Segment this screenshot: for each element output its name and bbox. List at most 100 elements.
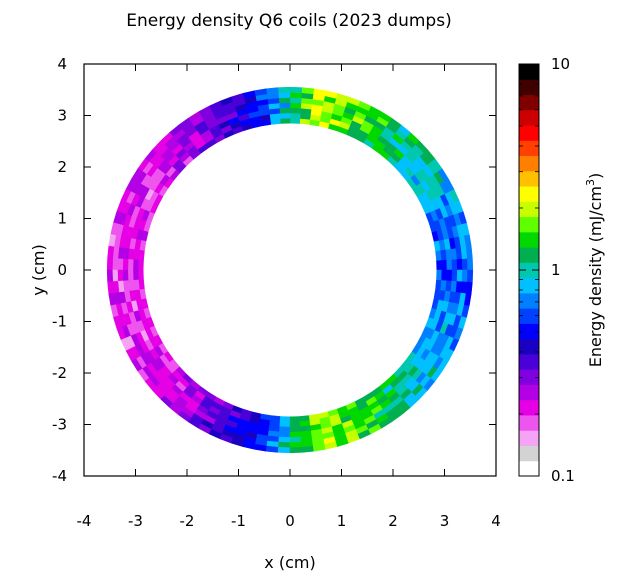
heatmap-cell xyxy=(289,436,302,443)
heatmap-cell xyxy=(289,97,302,104)
heatmap-cell xyxy=(451,269,458,282)
colorbar-segment xyxy=(519,125,539,141)
heatmap-cell xyxy=(289,431,302,438)
heatmap-cell xyxy=(289,117,301,124)
heatmap-cell xyxy=(279,416,291,423)
heatmap-cell xyxy=(278,436,291,443)
heatmap-cell xyxy=(279,107,291,114)
heatmap-cell xyxy=(277,86,291,93)
colorbar-label-end: ) xyxy=(586,173,605,179)
heatmap-cell xyxy=(122,269,129,282)
heatmap-cell xyxy=(127,259,134,271)
heatmap-cell xyxy=(137,269,144,281)
y-axis: -4 -3 -2 -1 0 1 2 3 4 xyxy=(52,55,496,485)
x-tick-label: 3 xyxy=(440,512,450,530)
heatmap-cell xyxy=(301,87,315,95)
colorbar-label-main: Energy density (mJ/cm xyxy=(586,186,605,367)
heatmap-cell xyxy=(456,258,463,271)
colorbar-label: Energy density (mJ/cm3) xyxy=(584,173,605,367)
heatmap-cell xyxy=(441,259,448,271)
colorbar-label-sup: 3 xyxy=(584,179,597,186)
chart-title: Energy density Q6 coils (2023 dumps) xyxy=(126,11,451,31)
heatmap-cell xyxy=(107,281,115,295)
colorbar-segment xyxy=(519,308,539,324)
heatmap-cell xyxy=(465,245,473,259)
colorbar-segment xyxy=(519,79,539,96)
heatmap-cell xyxy=(279,426,291,433)
heatmap-cell xyxy=(132,269,139,281)
heatmap-cell xyxy=(467,269,474,283)
heatmap-cell xyxy=(456,269,463,282)
colorbar-segment xyxy=(519,231,539,248)
colorbar-segment xyxy=(519,170,539,187)
heatmap-cell xyxy=(465,281,473,295)
y-tick-label: -1 xyxy=(52,313,67,331)
heatmap-cell xyxy=(289,447,303,454)
heatmap-cell xyxy=(461,258,468,271)
colorbar-tick-label: 10 xyxy=(551,55,570,73)
heatmap-cell xyxy=(467,257,474,271)
colorbar-ticks: 0.1 1 10 xyxy=(519,55,575,485)
y-tick-label: 0 xyxy=(57,261,67,279)
heatmap-cell xyxy=(289,112,301,119)
heatmap-cell xyxy=(117,258,124,271)
heatmap-cell xyxy=(106,269,113,283)
colorbar-segment xyxy=(519,94,539,111)
colorbar-segment xyxy=(519,64,539,80)
y-tick-label: -4 xyxy=(52,467,67,485)
colorbar-segment xyxy=(519,292,539,309)
heatmap-cell xyxy=(278,102,291,109)
colorbar-tick-label: 1 xyxy=(551,261,561,279)
heatmap-cell xyxy=(277,447,291,454)
heatmap-cell xyxy=(265,87,279,95)
y-tick-label: 1 xyxy=(57,210,67,228)
colorbar-segment xyxy=(519,338,539,355)
heatmap-cell xyxy=(289,441,302,448)
heatmap-cell xyxy=(279,117,291,124)
heatmap-cell xyxy=(107,245,115,259)
heatmap-cell xyxy=(289,92,302,99)
colorbar-segment xyxy=(519,399,539,416)
y-tick-label: -2 xyxy=(52,364,67,382)
colorbar-segment xyxy=(519,247,539,263)
heatmap-cell xyxy=(122,258,129,271)
y-tick-label: 2 xyxy=(57,158,67,176)
heatmap-cell xyxy=(132,259,139,271)
heatmap-cell xyxy=(106,257,113,271)
colorbar-tick-label: 0.1 xyxy=(551,467,575,485)
x-tick-label: 1 xyxy=(337,512,347,530)
x-tick-label: 4 xyxy=(491,512,501,530)
x-axis-label: x (cm) xyxy=(264,553,315,572)
colorbar-segment xyxy=(519,140,539,157)
x-tick-label: -3 xyxy=(128,512,143,530)
heatmap-cell xyxy=(436,259,443,271)
x-axis: -4 -3 -2 -1 0 1 2 3 4 xyxy=(77,64,501,530)
y-axis-label: y (cm) xyxy=(29,244,48,295)
heatmap-cell xyxy=(289,426,301,433)
colorbar-segment xyxy=(519,262,539,279)
heatmap-cell xyxy=(451,258,458,271)
heatmap-cell xyxy=(289,421,301,428)
colorbar-segment xyxy=(519,353,539,370)
colorbar-segment xyxy=(519,414,539,431)
colorbar-segment xyxy=(519,445,539,462)
heatmap-ring xyxy=(106,86,474,454)
heatmap-cell xyxy=(265,445,279,453)
y-tick-label: 4 xyxy=(57,55,67,73)
heatmap-cell xyxy=(461,269,468,282)
heatmap-cell xyxy=(279,421,291,428)
x-tick-label: -2 xyxy=(180,512,195,530)
heatmap-cell xyxy=(441,269,448,281)
colorbar-segment xyxy=(519,369,539,385)
heatmap-cell xyxy=(278,97,291,104)
colorbar-segment xyxy=(519,201,539,218)
heatmap-cell xyxy=(127,269,134,281)
y-tick-label: -3 xyxy=(52,416,67,434)
heatmap-cell xyxy=(279,112,291,119)
colorbar-segment xyxy=(519,460,539,477)
colorbar-segment xyxy=(519,384,539,401)
heatmap-cell xyxy=(278,92,291,99)
heatmap-cell xyxy=(112,258,119,271)
heatmap-cell xyxy=(112,269,119,282)
